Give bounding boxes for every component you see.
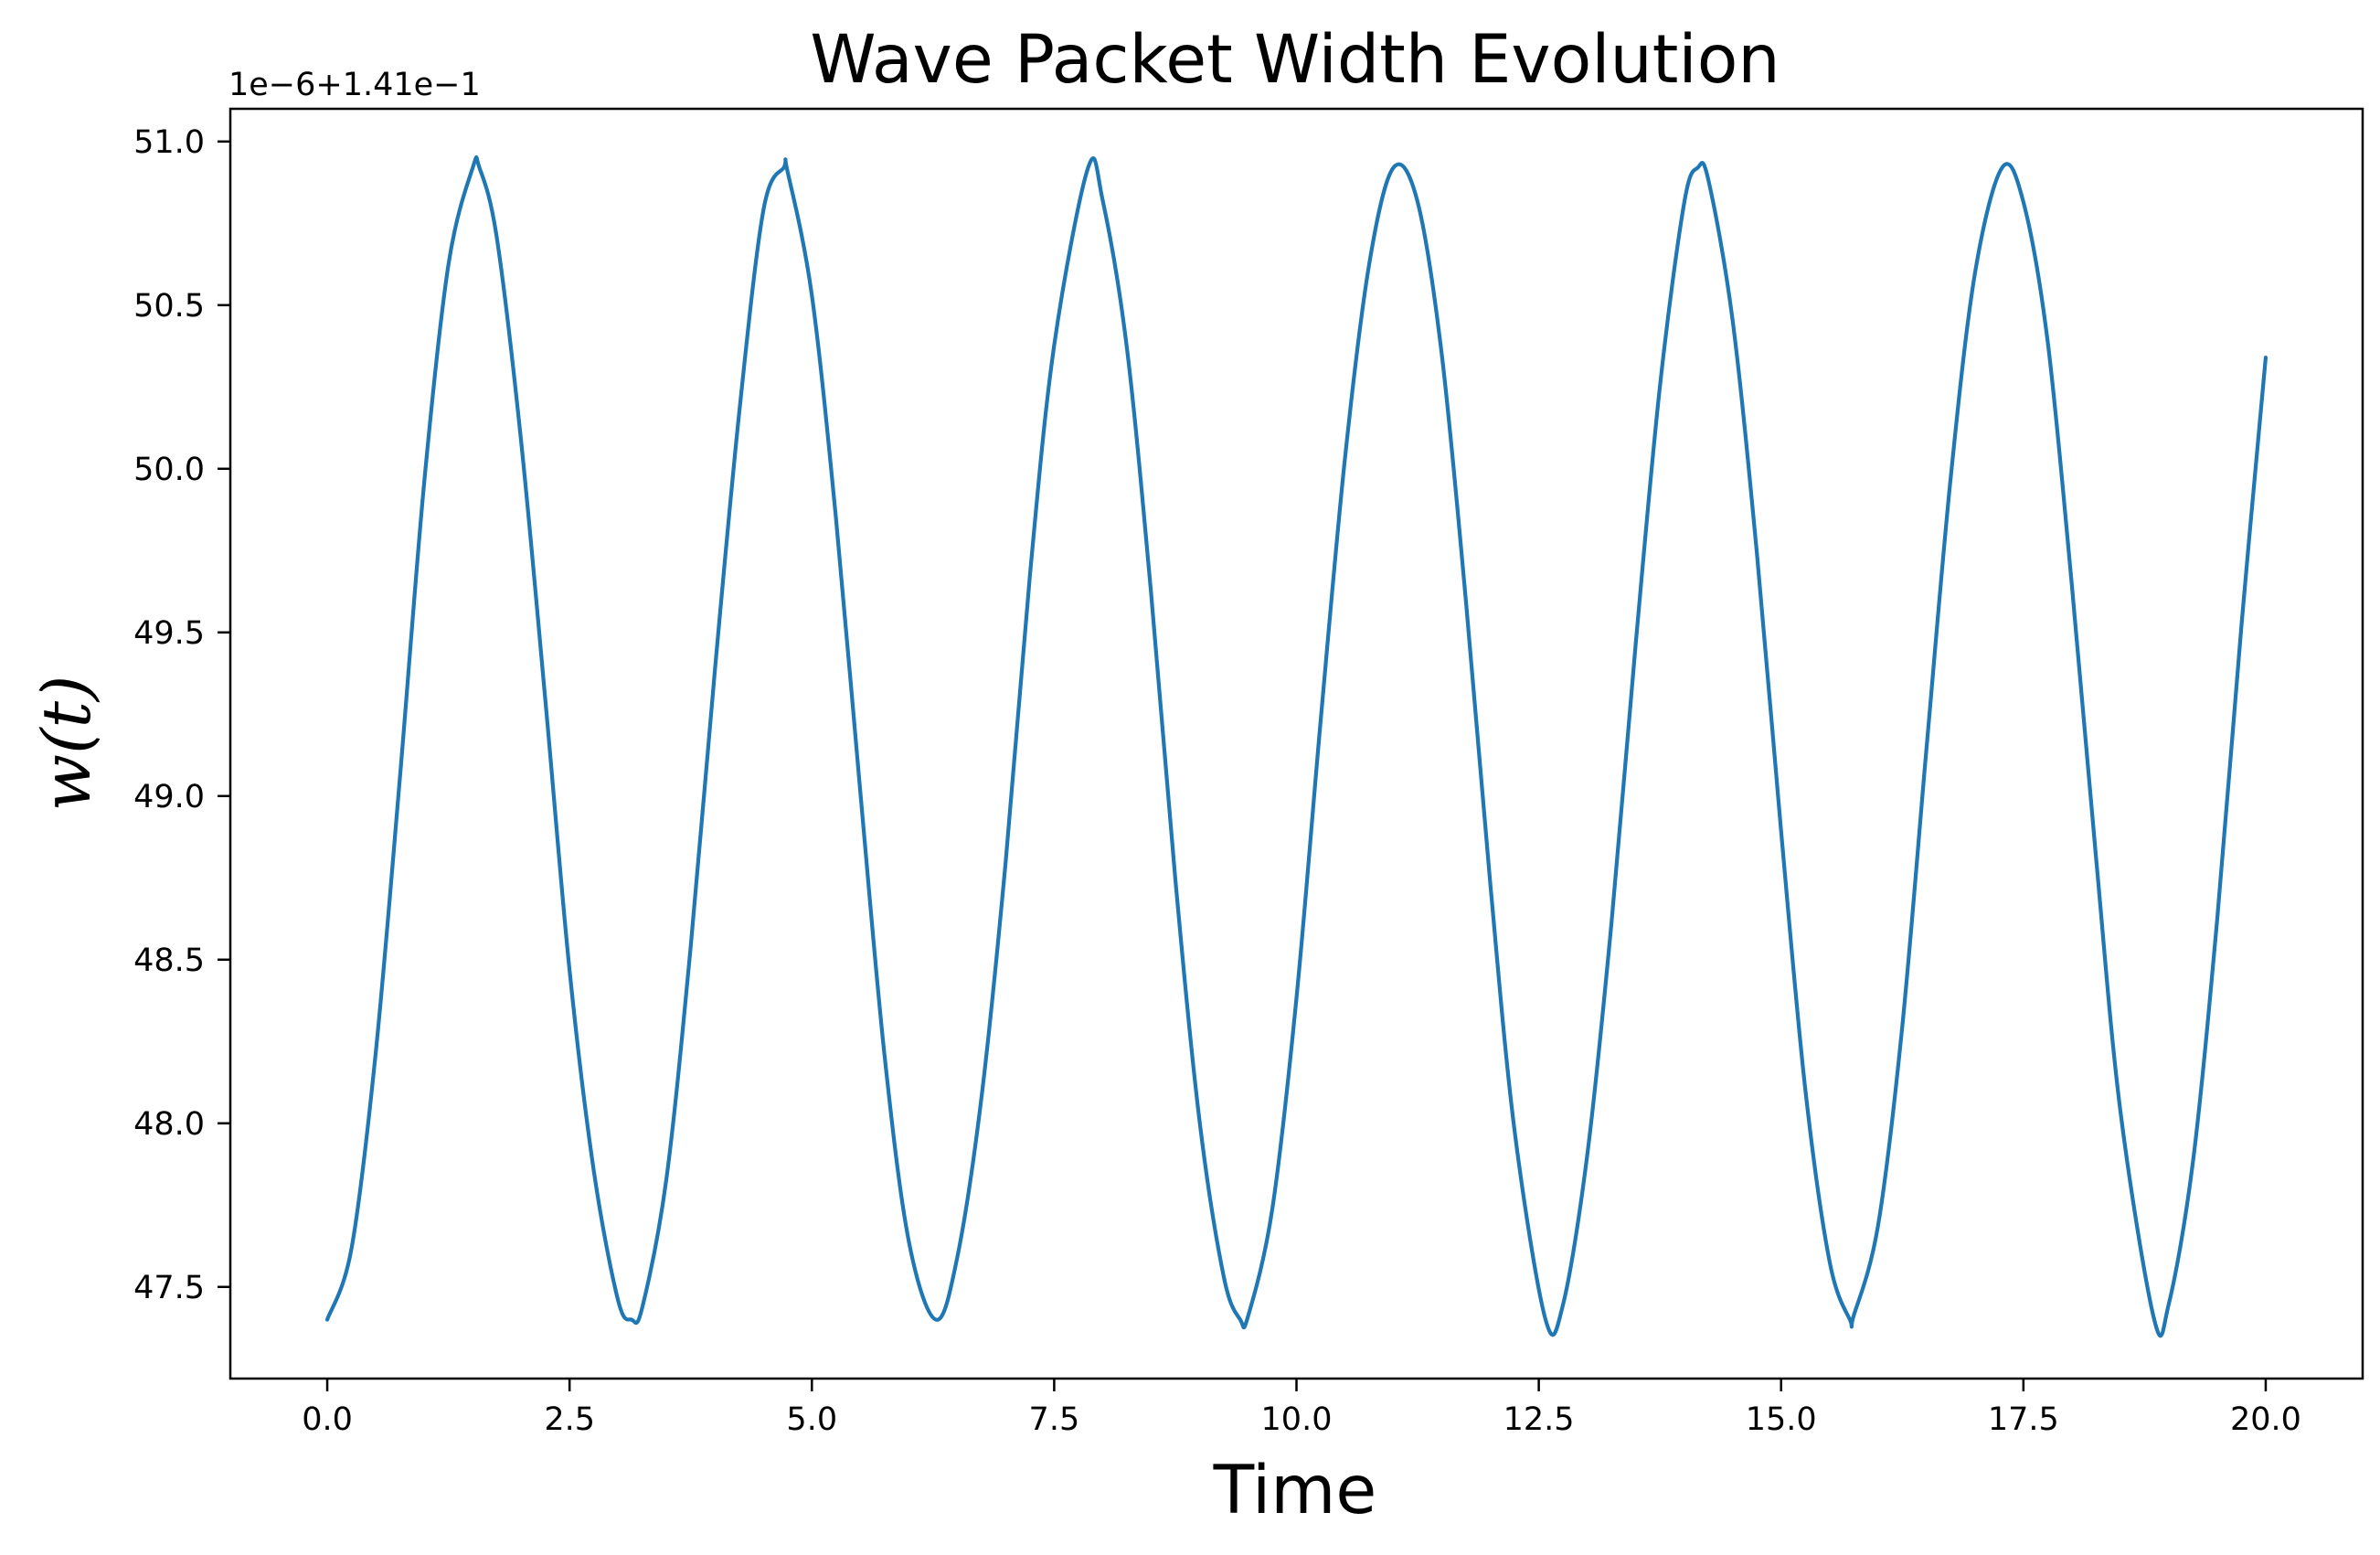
y-tick-label: 50.0 xyxy=(133,452,205,488)
x-tick-label: 5.0 xyxy=(786,1401,837,1438)
x-axis-ticks: 0.0 2.5 5.0 7.5 10.0 12.5 15.0 17.5 20.0 xyxy=(302,1379,2301,1438)
x-tick-label: 17.5 xyxy=(1988,1401,2059,1438)
y-tick-label: 47.5 xyxy=(133,1270,205,1306)
y-axis-ticks: 47.5 48.0 48.5 49.0 49.5 50.0 50.5 51.0 xyxy=(133,124,230,1306)
x-tick-label: 7.5 xyxy=(1029,1401,1080,1438)
x-tick-label: 2.5 xyxy=(544,1401,595,1438)
x-tick-label: 20.0 xyxy=(2230,1401,2301,1438)
y-offset-label: 1e−6+1.41e−1 xyxy=(228,67,481,103)
y-tick-label: 48.5 xyxy=(133,943,205,979)
y-tick-label: 51.0 xyxy=(133,124,205,161)
x-axis-label: Time xyxy=(1213,1452,1377,1529)
y-tick-label: 48.0 xyxy=(133,1106,205,1143)
x-tick-label: 0.0 xyxy=(302,1401,353,1438)
y-axis-label: w(t) xyxy=(28,676,106,812)
plot-frame xyxy=(228,107,2364,1380)
x-tick-label: 12.5 xyxy=(1503,1401,1575,1438)
x-tick-label: 10.0 xyxy=(1261,1401,1333,1438)
chart-title: Wave Packet Width Evolution xyxy=(810,21,1780,99)
y-tick-label: 50.5 xyxy=(133,288,205,325)
series-line-0 xyxy=(324,155,2268,1338)
series-layer xyxy=(324,155,2268,1338)
y-tick-label: 49.5 xyxy=(133,615,205,652)
y-tick-label: 49.0 xyxy=(133,779,205,815)
x-tick-label: 15.0 xyxy=(1746,1401,1817,1438)
